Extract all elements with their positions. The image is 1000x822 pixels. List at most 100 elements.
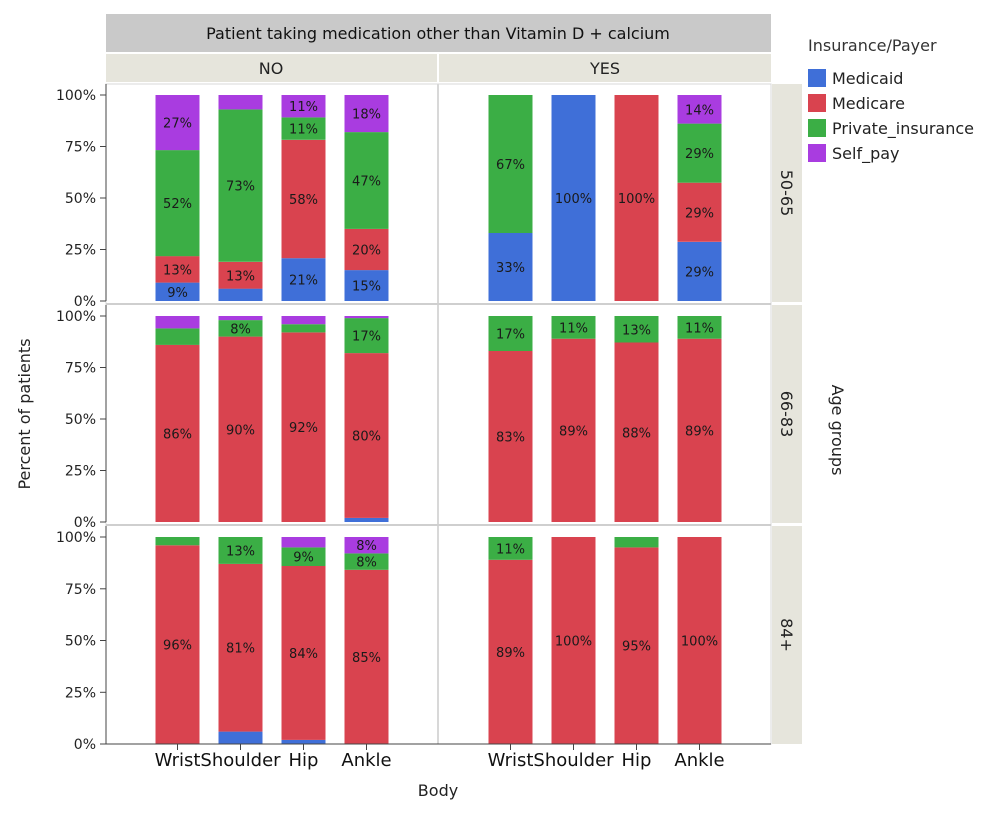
bar-segment-no-66-83-wrist-medicare [155,344,200,522]
bar-segment-yes-66-83-hip-medicare [614,342,659,522]
data-label: 29% [685,206,714,221]
x-tick-label: Hip [622,750,652,771]
bar-segment-no-84-shoulder-private-insurance [218,537,263,564]
x-tick-label: Shoulder [200,750,281,771]
bar-segment-no-50-65-hip-medicaid [281,258,326,301]
bar-segment-no-50-65-wrist-medicare [155,256,200,283]
title-strip [106,14,771,52]
legend-swatch-medicare [808,94,826,112]
bar-segment-no-50-65-hip-self-pay [281,95,326,118]
bar-segment-yes-66-83-ankle-private-insurance [677,316,722,339]
legend-entry-medicare: Medicare [808,91,905,115]
data-label: 96% [163,639,192,654]
legend-swatch-private-insurance [808,119,826,137]
data-label: 92% [289,421,318,436]
bar-segment-no-84-wrist-medicare [155,545,200,744]
data-label: 67% [496,158,525,173]
bar-segment-no-50-65-shoulder-self-pay [218,95,263,110]
x-tick-label: Shoulder [533,750,614,771]
data-label: 100% [681,635,718,650]
data-label: 81% [226,642,255,657]
data-label: 100% [555,192,592,207]
facet-strip-yes [439,54,771,82]
bar-segment-no-50-65-hip-private-insurance [281,117,326,140]
bar-segment-yes-66-83-shoulder-medicare [551,338,596,522]
bar-segment-no-66-83-wrist-private-insurance [155,328,200,345]
facet-label-yes: YES [589,59,620,78]
bar-segment-no-50-65-shoulder-medicaid [218,288,263,301]
legend-swatch-self-pay [808,144,826,162]
bar-segment-no-66-83-ankle-self-pay [344,316,389,319]
bar-segment-yes-66-83-ankle-medicare [677,338,722,522]
bar-segment-no-66-83-hip-private-insurance [281,324,326,333]
data-label: 89% [559,424,588,439]
data-label: 21% [289,274,318,289]
bar-segment-no-84-hip-medicare [281,566,326,740]
data-label: 95% [622,640,651,655]
data-label: 80% [352,430,381,445]
data-label: 11% [685,321,714,336]
bar-segment-yes-66-83-wrist-private-insurance [488,316,533,351]
bar-segment-yes-84-hip-medicare [614,547,659,744]
y-axis-title: Percent of patients [15,338,34,489]
bar-segment-no-66-83-ankle-medicare [344,353,389,518]
data-label: 11% [289,100,318,115]
bar-segment-yes-66-83-shoulder-private-insurance [551,316,596,339]
y-tick-label: 100% [56,530,96,546]
y-tick-label: 50% [65,191,96,207]
legend-entry-medicaid: Medicaid [808,66,903,90]
data-label: 58% [289,193,318,208]
bar-segment-no-84-ankle-medicare [344,569,389,744]
data-label: 73% [226,180,255,195]
bar-segment-yes-50-65-shoulder-medicaid [551,95,596,301]
legend-title: Insurance/Payer [808,36,937,55]
bar-segment-yes-50-65-ankle-medicare [677,182,722,242]
data-label: 17% [496,328,525,343]
legend-label-medicare: Medicare [832,93,905,113]
row-strip-84plus [772,526,802,744]
data-label: 88% [622,426,651,441]
bar-segment-no-50-65-shoulder-medicare [218,261,263,289]
data-label: 8% [356,539,377,554]
bar-segment-yes-66-83-wrist-medicare [488,351,533,522]
bar-segment-no-50-65-ankle-medicaid [344,270,389,301]
row-facet-title: Age groups [828,385,847,476]
y-tick-label: 100% [56,88,96,104]
data-label: 47% [352,175,381,190]
bar-segment-no-50-65-wrist-medicaid [155,282,200,301]
data-label: 29% [685,265,714,280]
bar-segment-no-66-83-ankle-private-insurance [344,318,389,354]
bar-segment-no-84-ankle-private-insurance [344,553,389,570]
y-tick-label: 75% [65,582,96,598]
bar-segment-yes-50-65-hip-medicare [614,95,659,301]
legend-label-medicaid: Medicaid [832,68,904,88]
y-tick-label: 75% [65,140,96,156]
bar-segment-yes-50-65-wrist-private-insurance [488,95,533,233]
facet-label-no: NO [259,59,284,78]
bar-segment-yes-84-wrist-medicare [488,559,533,744]
bar-segment-yes-66-83-hip-private-insurance [614,316,659,343]
data-label: 15% [352,280,381,295]
data-label: 11% [289,123,318,138]
bar-segment-no-50-65-wrist-self-pay [155,95,200,151]
bar-segment-yes-50-65-ankle-self-pay [677,95,722,124]
data-label: 11% [496,542,525,557]
data-label: 9% [293,551,314,566]
bar-segment-yes-84-wrist-private-insurance [488,537,533,560]
data-label: 90% [226,423,255,438]
bar-segment-no-66-83-hip-self-pay [281,316,326,325]
bar-segment-no-84-shoulder-medicaid [218,731,263,744]
bar-segment-no-84-hip-self-pay [281,537,326,548]
data-label: 13% [226,545,255,560]
legend-label-private-insurance: Private_insurance [832,118,975,138]
row-strip-50-65 [772,84,802,302]
data-label: 89% [496,646,525,661]
bar-segment-no-50-65-ankle-self-pay [344,95,389,133]
bar-segment-yes-84-shoulder-medicare [551,537,596,744]
data-label: 84% [289,647,318,662]
bar-segment-no-66-83-hip-medicare [281,332,326,522]
legend-label-self-pay: Self_pay [832,143,900,163]
bar-segment-no-84-wrist-private-insurance [155,537,200,546]
x-tick-label: Ankle [674,750,724,771]
row-label-66-83: 66-83 [777,391,796,438]
